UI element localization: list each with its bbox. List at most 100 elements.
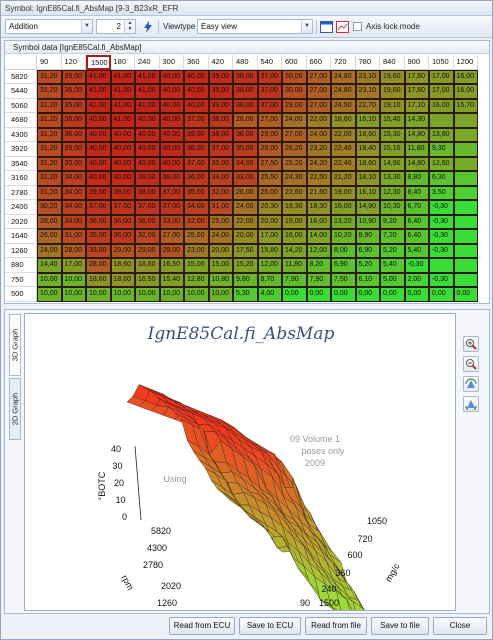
axis-lock-checkbox[interactable]: [353, 22, 362, 31]
row-header[interactable]: 1640: [5, 229, 37, 244]
grid-cell[interactable]: 40,00: [110, 142, 135, 157]
grid-cell[interactable]: 19,60: [380, 69, 405, 84]
grid-cell[interactable]: 26,00: [37, 229, 62, 244]
grid-cell[interactable]: 24,00: [37, 243, 62, 258]
grid-cell[interactable]: 8,20: [306, 258, 331, 273]
row-header[interactable]: 5060: [5, 98, 37, 113]
grid-cell[interactable]: 0,00: [404, 287, 429, 302]
grid-cell[interactable]: 10,00: [61, 287, 86, 302]
grid-cell[interactable]: 0,00: [331, 287, 356, 302]
row-header[interactable]: 4300: [5, 127, 37, 142]
grid-cell[interactable]: 29,00: [159, 243, 184, 258]
row-header[interactable]: 5820: [5, 69, 37, 84]
grid-cell[interactable]: 34,00: [61, 185, 86, 200]
grid-cell[interactable]: 16,10: [355, 113, 380, 128]
grid-cell[interactable]: 17,50: [233, 243, 258, 258]
grid-cell[interactable]: [453, 214, 478, 229]
grid-cell[interactable]: 31,00: [208, 200, 233, 215]
grid-cell[interactable]: 34,00: [184, 200, 209, 215]
grid-cell[interactable]: 12,80: [184, 272, 209, 287]
grid-cell[interactable]: 20,30: [257, 200, 282, 215]
grid-cell[interactable]: [453, 229, 478, 244]
grid-cell[interactable]: 22,00: [331, 127, 356, 142]
grid-cell[interactable]: 24,00: [306, 127, 331, 142]
grid-cell[interactable]: 12,30: [380, 185, 405, 200]
grid-cell[interactable]: -0,30: [404, 258, 429, 273]
grid-cell[interactable]: 14,80: [404, 156, 429, 171]
grid-cell[interactable]: 0,00: [282, 287, 307, 302]
grid-cell[interactable]: [453, 200, 478, 215]
grid-cell[interactable]: [453, 142, 478, 157]
grid-cell[interactable]: 34,00: [233, 156, 258, 171]
column-header[interactable]: 1200: [453, 55, 478, 70]
grid-cell[interactable]: 36,00: [61, 127, 86, 142]
grid-cell[interactable]: 8,80: [404, 171, 429, 186]
grid-cell[interactable]: 35,00: [61, 84, 86, 99]
grid-cell[interactable]: 0,00: [306, 287, 331, 302]
grid-cell[interactable]: 36,00: [184, 171, 209, 186]
grid-cell[interactable]: 14,90: [380, 156, 405, 171]
grid-cell[interactable]: 14,90: [355, 200, 380, 215]
grid-cell[interactable]: 6,30: [429, 171, 454, 186]
grid-cell[interactable]: 15,80: [257, 243, 282, 258]
grid-cell[interactable]: 38,00: [135, 185, 160, 200]
grid-cell[interactable]: 12,00: [257, 258, 282, 273]
grid-cell[interactable]: 29,00: [257, 127, 282, 142]
grid-cell[interactable]: 16,00: [453, 84, 478, 99]
grid-cell[interactable]: 31,20: [37, 84, 62, 99]
grid-cell[interactable]: 31,20: [37, 127, 62, 142]
grid-cell[interactable]: 40,00: [159, 127, 184, 142]
grid-cell[interactable]: 11,80: [404, 142, 429, 157]
grid-cell[interactable]: 41,00: [86, 84, 111, 99]
grid-cell[interactable]: 35,00: [61, 156, 86, 171]
grid-cell[interactable]: 19,00: [331, 185, 356, 200]
grid-cell[interactable]: 32,00: [208, 185, 233, 200]
grid-cell[interactable]: 36,00: [110, 229, 135, 244]
grid-cell[interactable]: 41,00: [110, 69, 135, 84]
apply-operation-button[interactable]: [140, 19, 155, 34]
grid-cell[interactable]: 40,00: [135, 113, 160, 128]
grid-cell[interactable]: 13,20: [331, 214, 356, 229]
grid-cell[interactable]: 8,40: [404, 185, 429, 200]
grid-cell[interactable]: 19,30: [282, 200, 307, 215]
grid-cell[interactable]: [429, 258, 454, 273]
grid-cell[interactable]: 37,00: [184, 113, 209, 128]
grid-cell[interactable]: 39,00: [208, 98, 233, 113]
grid-cell[interactable]: 23,10: [355, 69, 380, 84]
rotate-right-button[interactable]: [463, 396, 479, 412]
grid-cell[interactable]: 27,00: [306, 69, 331, 84]
grid-cell[interactable]: 37,00: [257, 98, 282, 113]
grid-cell[interactable]: 40,00: [86, 127, 111, 142]
grid-cell[interactable]: 29,00: [110, 243, 135, 258]
grid-cell[interactable]: -0,30: [429, 229, 454, 244]
grid-cell[interactable]: 6,40: [404, 214, 429, 229]
grid-cell[interactable]: 30,00: [282, 84, 307, 99]
grid-cell[interactable]: 40,00: [184, 98, 209, 113]
column-header[interactable]: 540: [257, 55, 282, 70]
value-spinner[interactable]: 2 ▲ ▼: [96, 19, 136, 34]
grid-cell[interactable]: 40,00: [159, 84, 184, 99]
grid-cell[interactable]: 10,00: [110, 287, 135, 302]
grid-cell[interactable]: 25,50: [257, 171, 282, 186]
grid-cell[interactable]: [453, 156, 478, 171]
grid-cell[interactable]: 40,00: [135, 142, 160, 157]
grid-cell[interactable]: 15,70: [453, 98, 478, 113]
grid-cell[interactable]: 31,20: [37, 185, 62, 200]
row-header[interactable]: 1260: [5, 243, 37, 258]
grid-cell[interactable]: 40,00: [86, 113, 111, 128]
grid-cell[interactable]: 38,00: [208, 127, 233, 142]
window-view-button[interactable]: [319, 19, 334, 34]
row-header[interactable]: 5440: [5, 84, 37, 99]
column-header[interactable]: 1050: [429, 55, 454, 70]
grid-cell[interactable]: -0,30: [429, 272, 454, 287]
grid-cell[interactable]: 4,00: [257, 287, 282, 302]
grid-cell[interactable]: 40,00: [159, 69, 184, 84]
grid-cell[interactable]: 7,90: [306, 272, 331, 287]
tab-2d-graph[interactable]: 2D Graph: [9, 378, 21, 440]
row-header[interactable]: 4680: [5, 113, 37, 128]
save-to-file-button[interactable]: Save to file: [371, 617, 429, 635]
grid-cell[interactable]: 28,00: [61, 243, 86, 258]
grid-cell[interactable]: 5,20: [380, 243, 405, 258]
grid-cell[interactable]: 38,00: [233, 69, 258, 84]
grid-cell[interactable]: 37,00: [208, 142, 233, 157]
